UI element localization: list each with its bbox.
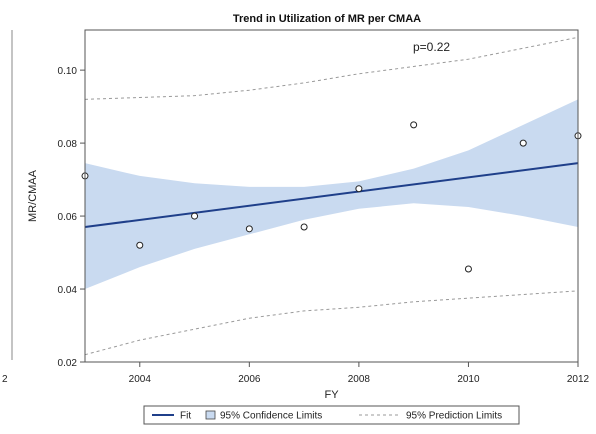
x-tick-label-2010: 2010 <box>457 374 480 385</box>
legend-frame <box>143 405 520 425</box>
fit-line <box>84 162 579 229</box>
y-tick-label-4: 0.10 <box>58 66 78 77</box>
legend-swatch-confidence <box>205 410 216 420</box>
data-point-2009 <box>410 121 418 129</box>
x-tick-label-2012: 2012 <box>567 374 590 385</box>
x-tick-label-2004: 2004 <box>129 374 152 385</box>
points-layer <box>81 121 582 273</box>
x-axis-label: FY <box>324 389 339 401</box>
legend-label-prediction: 95% Prediction Limits <box>406 411 502 422</box>
data-point-2010 <box>464 265 472 273</box>
legend: Fit 95% Confidence Limits 95% Prediction L… <box>143 405 520 425</box>
data-point-2005 <box>191 212 199 220</box>
y-axis: 0.02 0.04 0.06 0.08 0.10 <box>58 66 85 369</box>
y-tick-label-2: 0.06 <box>58 212 78 223</box>
prediction-limit-upper <box>84 36 579 100</box>
y-axis-label: MR/CMAA <box>27 169 39 222</box>
data-point-2007 <box>300 223 308 231</box>
data-point-2008 <box>355 185 363 193</box>
x-axis: 2004 2006 2008 2010 2012 <box>129 362 590 385</box>
fit-layer <box>84 162 579 229</box>
x-tick-label-2008: 2008 <box>348 374 371 385</box>
y-tick-label-0: 0.02 <box>58 358 78 369</box>
y-tick-label-1: 0.04 <box>58 285 78 296</box>
data-point-2006 <box>245 225 253 233</box>
y-tick-label-3: 0.08 <box>58 139 78 150</box>
prediction-limit-lower <box>84 290 579 356</box>
neighbor-tick-label: 2 <box>2 374 8 385</box>
chart-title: Trend in Utilization of MR per CMAA <box>233 13 421 25</box>
data-point-2004 <box>136 241 144 249</box>
x-tick-label-2006: 2006 <box>238 374 261 385</box>
data-point-2011 <box>519 139 527 147</box>
p-value-annotation: p=0.22 <box>413 40 450 54</box>
legend-label-fit: Fit <box>180 411 191 422</box>
legend-label-confidence: 95% Confidence Limits <box>220 411 322 422</box>
plot-frame <box>84 29 579 363</box>
